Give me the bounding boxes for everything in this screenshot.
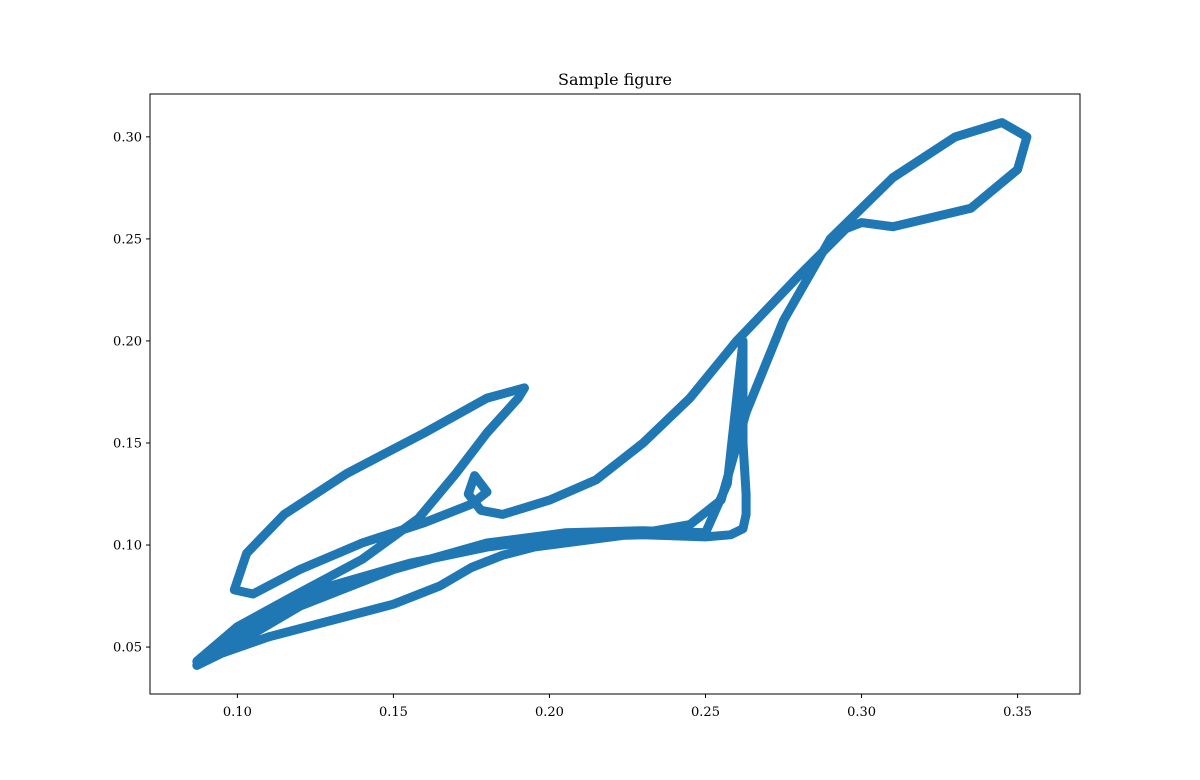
y-tick-label: 0.10 (113, 539, 142, 554)
plot-area (192, 118, 1032, 670)
y-tick-label: 0.20 (113, 334, 142, 349)
x-tick-label: 0.20 (535, 705, 564, 720)
series-line-0 (192, 118, 1032, 670)
axes-frame (149, 93, 1081, 695)
x-tick-label: 0.25 (691, 705, 720, 720)
x-tick-label: 0.30 (847, 705, 876, 720)
axis-ticks: 0.10 0.15 0.20 0.25 0.30 0.35 0.05 0.10 0.15 0.20… (113, 130, 1032, 720)
x-tick-label: 0.15 (379, 705, 408, 720)
x-tick-label: 0.10 (223, 705, 252, 720)
x-tick-label: 0.35 (1003, 705, 1032, 720)
y-tick-label: 0.25 (113, 232, 142, 247)
chart-title: Sample figure (558, 70, 672, 89)
y-tick-label: 0.15 (113, 436, 142, 451)
y-tick-label: 0.05 (113, 641, 142, 656)
y-tick-label: 0.30 (113, 130, 142, 145)
